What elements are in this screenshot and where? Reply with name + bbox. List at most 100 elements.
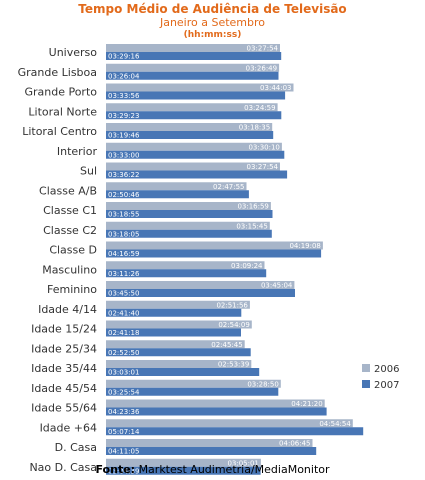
bar-2007 xyxy=(106,427,364,436)
bar-value-label-2007: 05:07:14 xyxy=(108,428,140,436)
bar-value-label-2007: 03:18:55 xyxy=(108,211,139,219)
category-label: Masculino xyxy=(42,263,97,276)
bar-value-label-2006: 03:45:04 xyxy=(261,282,293,290)
bar-2007 xyxy=(106,190,249,199)
legend-label-2006: 2006 xyxy=(374,364,399,375)
bar-2007 xyxy=(106,308,242,317)
category-label: Classe C1 xyxy=(43,204,97,217)
category-label: Idade 55/64 xyxy=(31,402,97,415)
bar-value-label-2006: 04:06:45 xyxy=(279,440,310,448)
bar-value-label-2007: 03:26:04 xyxy=(108,72,140,80)
bar-2007 xyxy=(106,170,288,179)
category-label: Classe C2 xyxy=(43,224,97,237)
chart-source: Fonte: Marktest Audimetria/MediaMonitor xyxy=(0,463,425,476)
bar-value-label-2006: 02:47:55 xyxy=(213,183,244,191)
bar-value-label-2007: 02:52:50 xyxy=(108,349,139,357)
bar-2006 xyxy=(106,281,295,289)
bar-2006 xyxy=(106,83,294,92)
bar-value-label-2007: 03:33:56 xyxy=(108,92,140,100)
bar-value-label-2007: 02:41:40 xyxy=(108,309,139,317)
bar-value-label-2006: 04:21:20 xyxy=(291,400,322,408)
bar-value-label-2007: 04:16:59 xyxy=(108,250,139,258)
chart-title: Tempo Médio de Audiência de Televisão xyxy=(78,2,347,16)
bar-2006 xyxy=(106,182,247,191)
category-label: Sul xyxy=(80,165,97,178)
category-label: Grande Lisboa xyxy=(18,66,97,79)
bar-value-label-2007: 03:19:46 xyxy=(108,132,140,140)
bar-value-label-2007: 03:04:39 xyxy=(108,467,139,475)
bar-value-label-2006: 03:27:54 xyxy=(247,163,279,171)
bar-2007 xyxy=(106,348,251,357)
source-text: Marktest Audimetria/MediaMonitor xyxy=(138,463,330,476)
bar-2006 xyxy=(106,202,271,210)
bar-2006 xyxy=(106,320,252,329)
bar-2007 xyxy=(106,407,327,416)
bar-2007 xyxy=(106,111,282,120)
category-label: Idade 15/24 xyxy=(31,323,97,336)
chart-unit-label: (hh:mm:ss) xyxy=(183,30,242,40)
category-label: Idade 35/44 xyxy=(31,362,97,375)
category-label: D. Casa xyxy=(55,441,97,454)
bar-value-label-2007: 03:03:01 xyxy=(108,369,139,377)
category-label: Universo xyxy=(49,46,98,59)
bar-value-label-2006: 04:19:08 xyxy=(289,242,320,250)
bar-2007 xyxy=(106,71,279,80)
category-label: Grande Porto xyxy=(24,86,97,99)
bar-value-label-2007: 03:45:50 xyxy=(108,290,139,298)
bar-2006 xyxy=(106,261,265,270)
bar-value-label-2006: 04:54:54 xyxy=(319,420,351,428)
bar-value-label-2007: 03:36:22 xyxy=(108,171,139,179)
category-label: Idade +64 xyxy=(40,421,97,434)
category-label: Nao D. Casa xyxy=(29,461,97,474)
bar-2006 xyxy=(106,340,245,349)
bar-2006 xyxy=(106,221,270,230)
category-label: Litoral Centro xyxy=(22,125,97,138)
bar-2007 xyxy=(106,91,286,100)
bar-2006 xyxy=(106,241,323,250)
chart-subtitle: Janeiro a Setembro xyxy=(159,16,266,29)
bar-value-label-2006: 02:51:56 xyxy=(216,301,248,309)
bar-2006 xyxy=(106,300,250,309)
bar-2006 xyxy=(106,419,353,428)
bar-2007 xyxy=(106,210,273,218)
bar-value-label-2006: 03:05:01 xyxy=(227,459,258,467)
bar-2007 xyxy=(106,131,274,139)
bar-value-label-2006: 02:45:45 xyxy=(211,341,242,349)
category-label: Interior xyxy=(57,145,98,158)
bar-value-label-2006: 03:44:03 xyxy=(260,84,291,92)
bar-2006 xyxy=(106,162,280,171)
bar-value-label-2007: 04:23:36 xyxy=(108,408,140,416)
bar-2006 xyxy=(106,142,282,151)
bar-2006 xyxy=(106,63,280,72)
bar-2007 xyxy=(106,368,260,376)
bar-value-label-2006: 03:28:50 xyxy=(247,380,278,388)
bar-value-label-2007: 03:33:00 xyxy=(108,151,139,159)
bar-value-label-2006: 03:09:24 xyxy=(231,262,263,270)
category-label: Feminino xyxy=(47,283,97,296)
bar-value-label-2006: 03:27:54 xyxy=(247,45,279,53)
legend-swatch-2007 xyxy=(362,380,370,388)
bar-2006 xyxy=(106,123,273,131)
bar-2007 xyxy=(106,269,267,278)
bar-2007 xyxy=(106,387,279,396)
bar-value-label-2007: 02:50:46 xyxy=(108,191,140,199)
bar-value-label-2006: 03:30:10 xyxy=(248,143,279,151)
bar-2006 xyxy=(106,458,261,467)
bar-value-label-2007: 03:11:26 xyxy=(108,270,140,278)
bar-value-label-2006: 02:54:09 xyxy=(218,321,249,329)
category-label: Classe A/B xyxy=(39,184,97,197)
category-label: Classe D xyxy=(49,244,97,257)
bar-2007 xyxy=(106,150,285,159)
bar-value-label-2007: 02:41:18 xyxy=(108,329,139,337)
bar-value-label-2007: 04:11:05 xyxy=(108,448,139,456)
bar-value-label-2006: 03:26:49 xyxy=(246,64,277,72)
bar-2007 xyxy=(106,466,261,475)
source-label: Fonte: xyxy=(95,463,136,476)
legend-swatch-2006 xyxy=(362,364,370,372)
category-label: Idade 4/14 xyxy=(38,303,97,316)
bar-value-label-2007: 03:29:23 xyxy=(108,112,139,120)
bar-2007 xyxy=(106,328,241,337)
bar-value-label-2006: 02:53:39 xyxy=(218,361,249,369)
